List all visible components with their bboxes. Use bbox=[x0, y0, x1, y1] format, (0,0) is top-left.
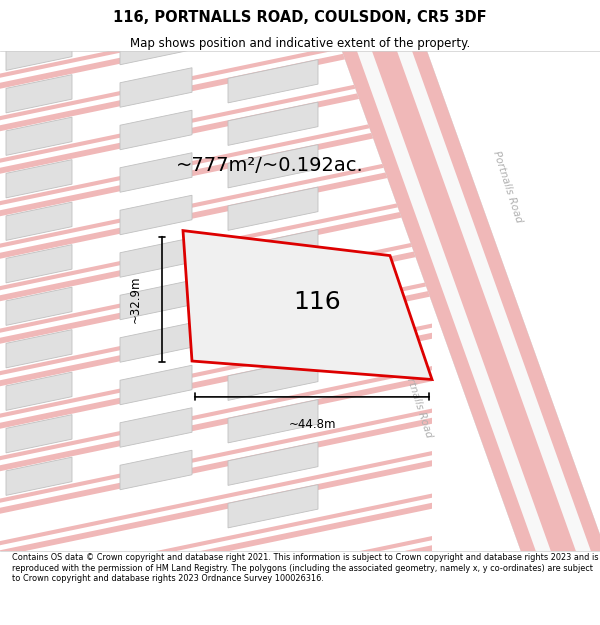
Polygon shape bbox=[228, 187, 318, 231]
Polygon shape bbox=[0, 281, 432, 378]
Polygon shape bbox=[6, 32, 72, 71]
Polygon shape bbox=[0, 536, 432, 625]
Polygon shape bbox=[228, 229, 318, 273]
Polygon shape bbox=[120, 450, 192, 490]
Polygon shape bbox=[6, 202, 72, 241]
Polygon shape bbox=[406, 31, 600, 555]
Polygon shape bbox=[120, 238, 192, 278]
Polygon shape bbox=[342, 48, 542, 571]
Polygon shape bbox=[228, 314, 318, 358]
Polygon shape bbox=[420, 31, 600, 552]
Polygon shape bbox=[120, 110, 192, 150]
Text: Portnalls Road: Portnalls Road bbox=[491, 149, 523, 224]
Polygon shape bbox=[6, 329, 72, 368]
Polygon shape bbox=[0, 162, 432, 261]
Polygon shape bbox=[0, 332, 432, 431]
Polygon shape bbox=[379, 38, 578, 562]
Polygon shape bbox=[0, 451, 432, 548]
Polygon shape bbox=[0, 621, 432, 625]
Polygon shape bbox=[120, 365, 192, 405]
Text: ~32.9m: ~32.9m bbox=[128, 276, 142, 323]
Text: 116: 116 bbox=[293, 289, 341, 314]
Polygon shape bbox=[228, 144, 318, 188]
Polygon shape bbox=[0, 375, 432, 474]
Polygon shape bbox=[0, 545, 432, 625]
Polygon shape bbox=[0, 78, 432, 176]
Polygon shape bbox=[6, 287, 72, 326]
Text: 116, PORTNALLS ROAD, COULSDON, CR5 3DF: 116, PORTNALLS ROAD, COULSDON, CR5 3DF bbox=[113, 10, 487, 25]
Polygon shape bbox=[0, 366, 432, 462]
Polygon shape bbox=[0, 0, 432, 49]
Polygon shape bbox=[6, 414, 72, 453]
Polygon shape bbox=[0, 35, 432, 134]
Polygon shape bbox=[0, 324, 432, 420]
Polygon shape bbox=[0, 503, 432, 601]
Text: ~777m²/~0.192ac.: ~777m²/~0.192ac. bbox=[176, 156, 364, 175]
Polygon shape bbox=[342, 31, 600, 571]
Polygon shape bbox=[6, 244, 72, 283]
Text: Map shows position and indicative extent of the property.: Map shows position and indicative extent… bbox=[130, 37, 470, 50]
Polygon shape bbox=[0, 69, 432, 165]
Polygon shape bbox=[228, 59, 318, 103]
Polygon shape bbox=[0, 0, 432, 38]
Polygon shape bbox=[6, 457, 72, 496]
Polygon shape bbox=[370, 41, 569, 564]
Polygon shape bbox=[0, 290, 432, 389]
Polygon shape bbox=[6, 117, 72, 156]
Polygon shape bbox=[0, 26, 432, 122]
Polygon shape bbox=[228, 442, 318, 486]
Polygon shape bbox=[120, 0, 192, 22]
Polygon shape bbox=[6, 74, 72, 113]
Polygon shape bbox=[0, 0, 432, 80]
Polygon shape bbox=[0, 120, 432, 219]
Polygon shape bbox=[0, 0, 432, 6]
Polygon shape bbox=[120, 408, 192, 447]
Polygon shape bbox=[0, 579, 432, 625]
Polygon shape bbox=[120, 25, 192, 65]
Text: Contains OS data © Crown copyright and database right 2021. This information is : Contains OS data © Crown copyright and d… bbox=[12, 554, 599, 583]
Polygon shape bbox=[342, 51, 528, 571]
Polygon shape bbox=[0, 239, 432, 335]
Polygon shape bbox=[0, 196, 432, 292]
Polygon shape bbox=[6, 372, 72, 411]
Polygon shape bbox=[120, 195, 192, 235]
Polygon shape bbox=[0, 418, 432, 516]
Polygon shape bbox=[0, 588, 432, 625]
Polygon shape bbox=[0, 154, 432, 250]
Polygon shape bbox=[120, 152, 192, 192]
Polygon shape bbox=[6, 159, 72, 198]
Polygon shape bbox=[0, 494, 432, 590]
Polygon shape bbox=[120, 280, 192, 320]
Polygon shape bbox=[120, 322, 192, 362]
Polygon shape bbox=[0, 205, 432, 304]
Text: Portnalls Road: Portnalls Road bbox=[401, 364, 433, 439]
Polygon shape bbox=[0, 409, 432, 505]
Polygon shape bbox=[0, 0, 432, 91]
Polygon shape bbox=[228, 484, 318, 528]
Polygon shape bbox=[183, 231, 432, 379]
Polygon shape bbox=[228, 357, 318, 401]
Polygon shape bbox=[0, 248, 432, 346]
Polygon shape bbox=[120, 68, 192, 108]
Text: ~44.8m: ~44.8m bbox=[288, 418, 336, 431]
Polygon shape bbox=[228, 272, 318, 316]
Polygon shape bbox=[0, 111, 432, 208]
Polygon shape bbox=[228, 102, 318, 146]
Polygon shape bbox=[0, 460, 432, 559]
Polygon shape bbox=[228, 399, 318, 443]
